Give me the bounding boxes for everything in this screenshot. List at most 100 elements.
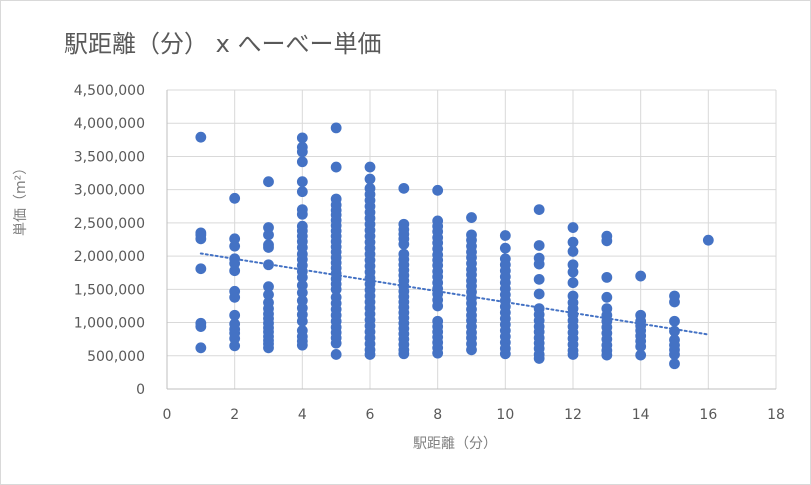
data-point [466,344,477,356]
data-point [533,353,545,364]
data-point [669,296,680,308]
data-point [466,212,477,223]
data-point [330,161,342,173]
y-tick-label: 3,000,000 [74,183,145,199]
data-point [669,349,680,360]
data-point [567,277,579,289]
data-point [263,289,274,301]
data-point [195,342,207,354]
data-point [533,288,545,300]
trendline-layer [199,252,710,336]
data-point [330,337,342,349]
data-point [601,271,613,283]
data-point [296,339,308,351]
data-point [702,234,714,246]
data-point [499,230,511,241]
data-point [567,222,579,233]
x-tick-label: 6 [366,407,375,423]
x-tick-label: 14 [632,407,650,423]
data-point [330,283,342,295]
data-point [195,321,207,332]
data-point [229,291,241,303]
data-point [195,263,207,275]
data-point [669,358,680,370]
axis-layer [166,90,776,390]
data-point [296,156,308,168]
data-point [263,281,274,293]
data-point [601,291,613,303]
data-point [296,315,308,327]
data-point [601,349,613,361]
y-tick-label: 2,500,000 [74,216,145,232]
data-point [533,258,545,270]
data-point [364,161,376,173]
data-point [296,186,308,198]
data-point [195,233,207,245]
data-point [296,132,308,144]
data-point [669,325,680,337]
data-point [432,300,444,312]
data-point [296,287,308,299]
data-point [229,240,241,252]
data-point [669,315,680,327]
data-point [398,238,410,250]
data-point [296,146,308,158]
data-point [635,270,647,282]
chart-title: 駅距離（分） x へーべー単価 [64,30,382,58]
data-point [567,246,579,257]
y-tick-label: 4,500,000 [74,83,145,99]
data-point [533,273,545,285]
x-tick-label: 12 [564,407,582,423]
data-point [432,347,444,359]
data-point [533,204,545,216]
data-point [263,259,274,271]
data-point [398,348,410,360]
y-tick-label: 1,000,000 [74,316,145,332]
data-point [567,266,579,278]
x-tick-label: 10 [496,407,514,423]
y-tick-label: 4,000,000 [74,116,145,132]
data-point [398,182,410,194]
data-point [229,265,241,277]
data-point [499,242,511,254]
data-point [296,208,308,220]
data-point [567,349,579,360]
x-tick-label: 2 [230,407,239,423]
tick-label-layer: 0 2 4 6 8 10 12 14 16 18 0 500,000 1,000,000 1,500,00… [74,83,785,423]
x-tick-label: 4 [298,407,307,423]
data-point [229,192,241,204]
x-tick-label: 0 [163,407,172,423]
x-axis-label: 駅距離（分） [413,436,497,452]
data-point [229,340,241,352]
data-point [635,349,647,361]
x-tick-label: 18 [767,407,785,423]
data-point [195,131,207,143]
data-point [432,184,444,196]
data-point [263,229,274,241]
data-point [364,349,376,360]
data-point [263,176,274,188]
x-tick-label: 8 [433,407,442,423]
data-point [330,349,342,360]
data-point [263,242,274,253]
data-point [567,236,579,248]
y-tick-label: 1,500,000 [74,282,145,298]
trendline [199,252,710,336]
data-point [499,348,511,360]
y-tick-label: 500,000 [87,349,145,365]
data-point [533,240,545,251]
data-point [364,173,376,185]
y-tick-label: 2,000,000 [74,249,145,265]
y-tick-label: 3,500,000 [74,149,145,165]
data-point [601,235,613,247]
data-point [296,176,308,188]
data-point [263,342,274,354]
data-point [296,271,308,283]
data-point [635,341,647,352]
x-tick-label: 16 [699,407,717,423]
data-point-layer [195,122,714,370]
data-point [330,122,342,134]
data-point [229,309,241,321]
y-tick-label: 0 [136,382,145,398]
